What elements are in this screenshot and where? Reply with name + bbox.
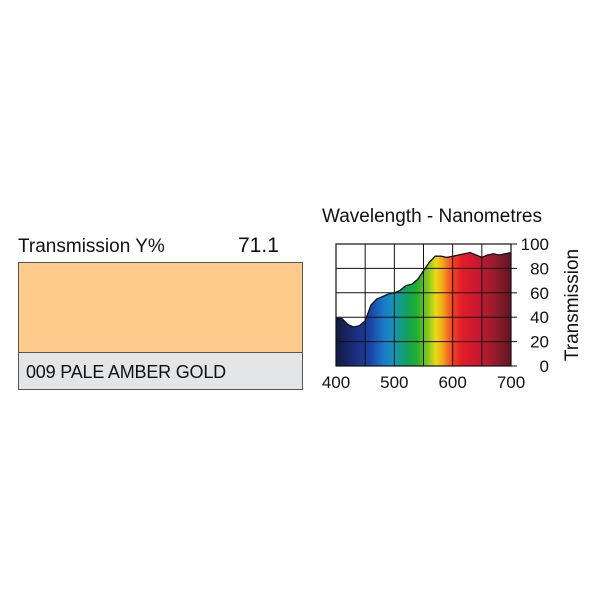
filter-name-box: 009 PALE AMBER GOLD [18, 352, 303, 390]
y-tick-label: 80 [530, 259, 549, 278]
x-tick-label: 600 [438, 373, 466, 392]
chart-title: Wavelength - Nanometres [322, 206, 543, 227]
y-tick-label: 60 [530, 284, 549, 303]
plot-frame [335, 243, 512, 367]
transmission-value: 71.1 [238, 234, 279, 257]
color-swatch [18, 262, 303, 352]
spectrum-line [336, 251, 512, 328]
y-tick-label: 100 [521, 235, 549, 254]
y-tick-label: 40 [530, 308, 549, 327]
x-tick-label: 400 [322, 373, 350, 392]
y-tick-label: 20 [530, 333, 549, 352]
transmission-label: Transmission Y% [18, 236, 165, 257]
x-tick-label: 700 [497, 373, 525, 392]
y-axis-label: Transmission [562, 249, 583, 361]
y-tick-label: 0 [540, 357, 549, 376]
tick-labels: 400 500 600 700 0 20 40 60 80 100 [322, 235, 549, 392]
chart-grid [336, 244, 511, 366]
filter-name: 009 PALE AMBER GOLD [26, 362, 226, 382]
x-tick-label: 500 [380, 373, 408, 392]
